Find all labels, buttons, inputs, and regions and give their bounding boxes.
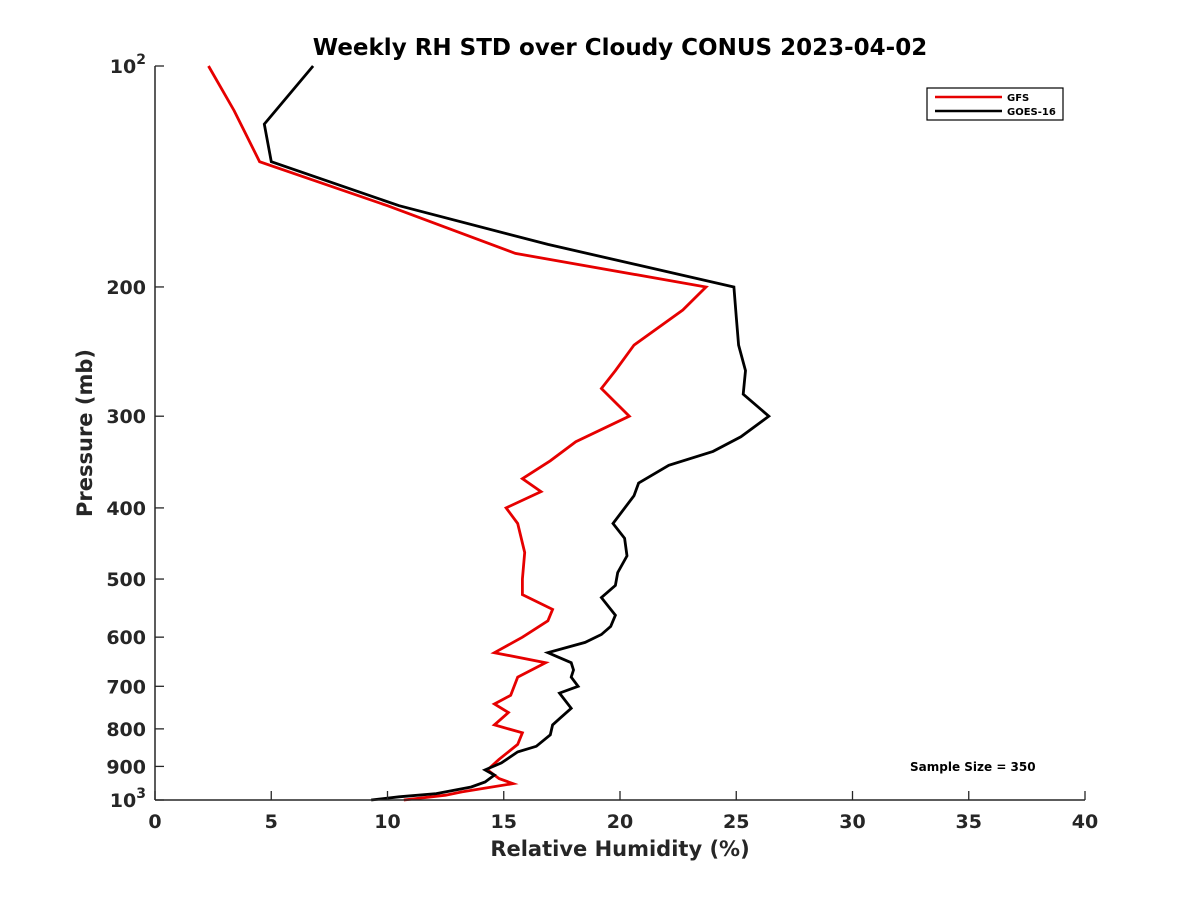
y-tick-label: 300: [106, 406, 146, 428]
y-tick-label: 700: [106, 676, 146, 698]
sample-size-annotation: Sample Size = 350: [910, 760, 1036, 774]
legend-label-goes16: GOES-16: [1007, 107, 1056, 118]
legend-label-gfs: GFS: [1007, 93, 1029, 104]
y-tick-label: 600: [106, 627, 146, 649]
x-tick-label: 5: [265, 811, 278, 833]
y-ticks: 102 200 300 400 500 600 700 800 900 103: [106, 52, 164, 812]
series-line-goes16: [262, 65, 772, 802]
x-tick-label: 20: [607, 811, 633, 833]
plot-area: [207, 65, 772, 802]
y-tick-label: 103: [110, 786, 146, 812]
legend: GFS GOES-16: [926, 87, 1064, 121]
y-tick-label: 400: [106, 498, 146, 520]
y-tick-label: 200: [106, 277, 146, 299]
x-tick-label: 0: [148, 811, 161, 833]
x-axis-label: Relative Humidity (%): [490, 837, 749, 861]
x-tick-label: 30: [839, 811, 865, 833]
x-tick-label: 40: [1072, 811, 1098, 833]
x-tick-label: 10: [374, 811, 400, 833]
x-tick-label: 15: [491, 811, 517, 833]
y-tick-label: 500: [106, 569, 146, 591]
y-tick-label: 102: [110, 52, 146, 78]
y-tick-label: 800: [106, 719, 146, 741]
x-ticks: 0 5 10 15 20 25 30 35 40: [148, 791, 1098, 833]
x-tick-label: 35: [956, 811, 982, 833]
y-axis-label: Pressure (mb): [73, 349, 97, 517]
y-tick-label: 900: [106, 756, 146, 778]
series-line-gfs: [207, 65, 709, 802]
legend-box: [926, 87, 1064, 121]
x-tick-label: 25: [723, 811, 749, 833]
chart-title: Weekly RH STD over Cloudy CONUS 2023-04-…: [313, 35, 927, 61]
